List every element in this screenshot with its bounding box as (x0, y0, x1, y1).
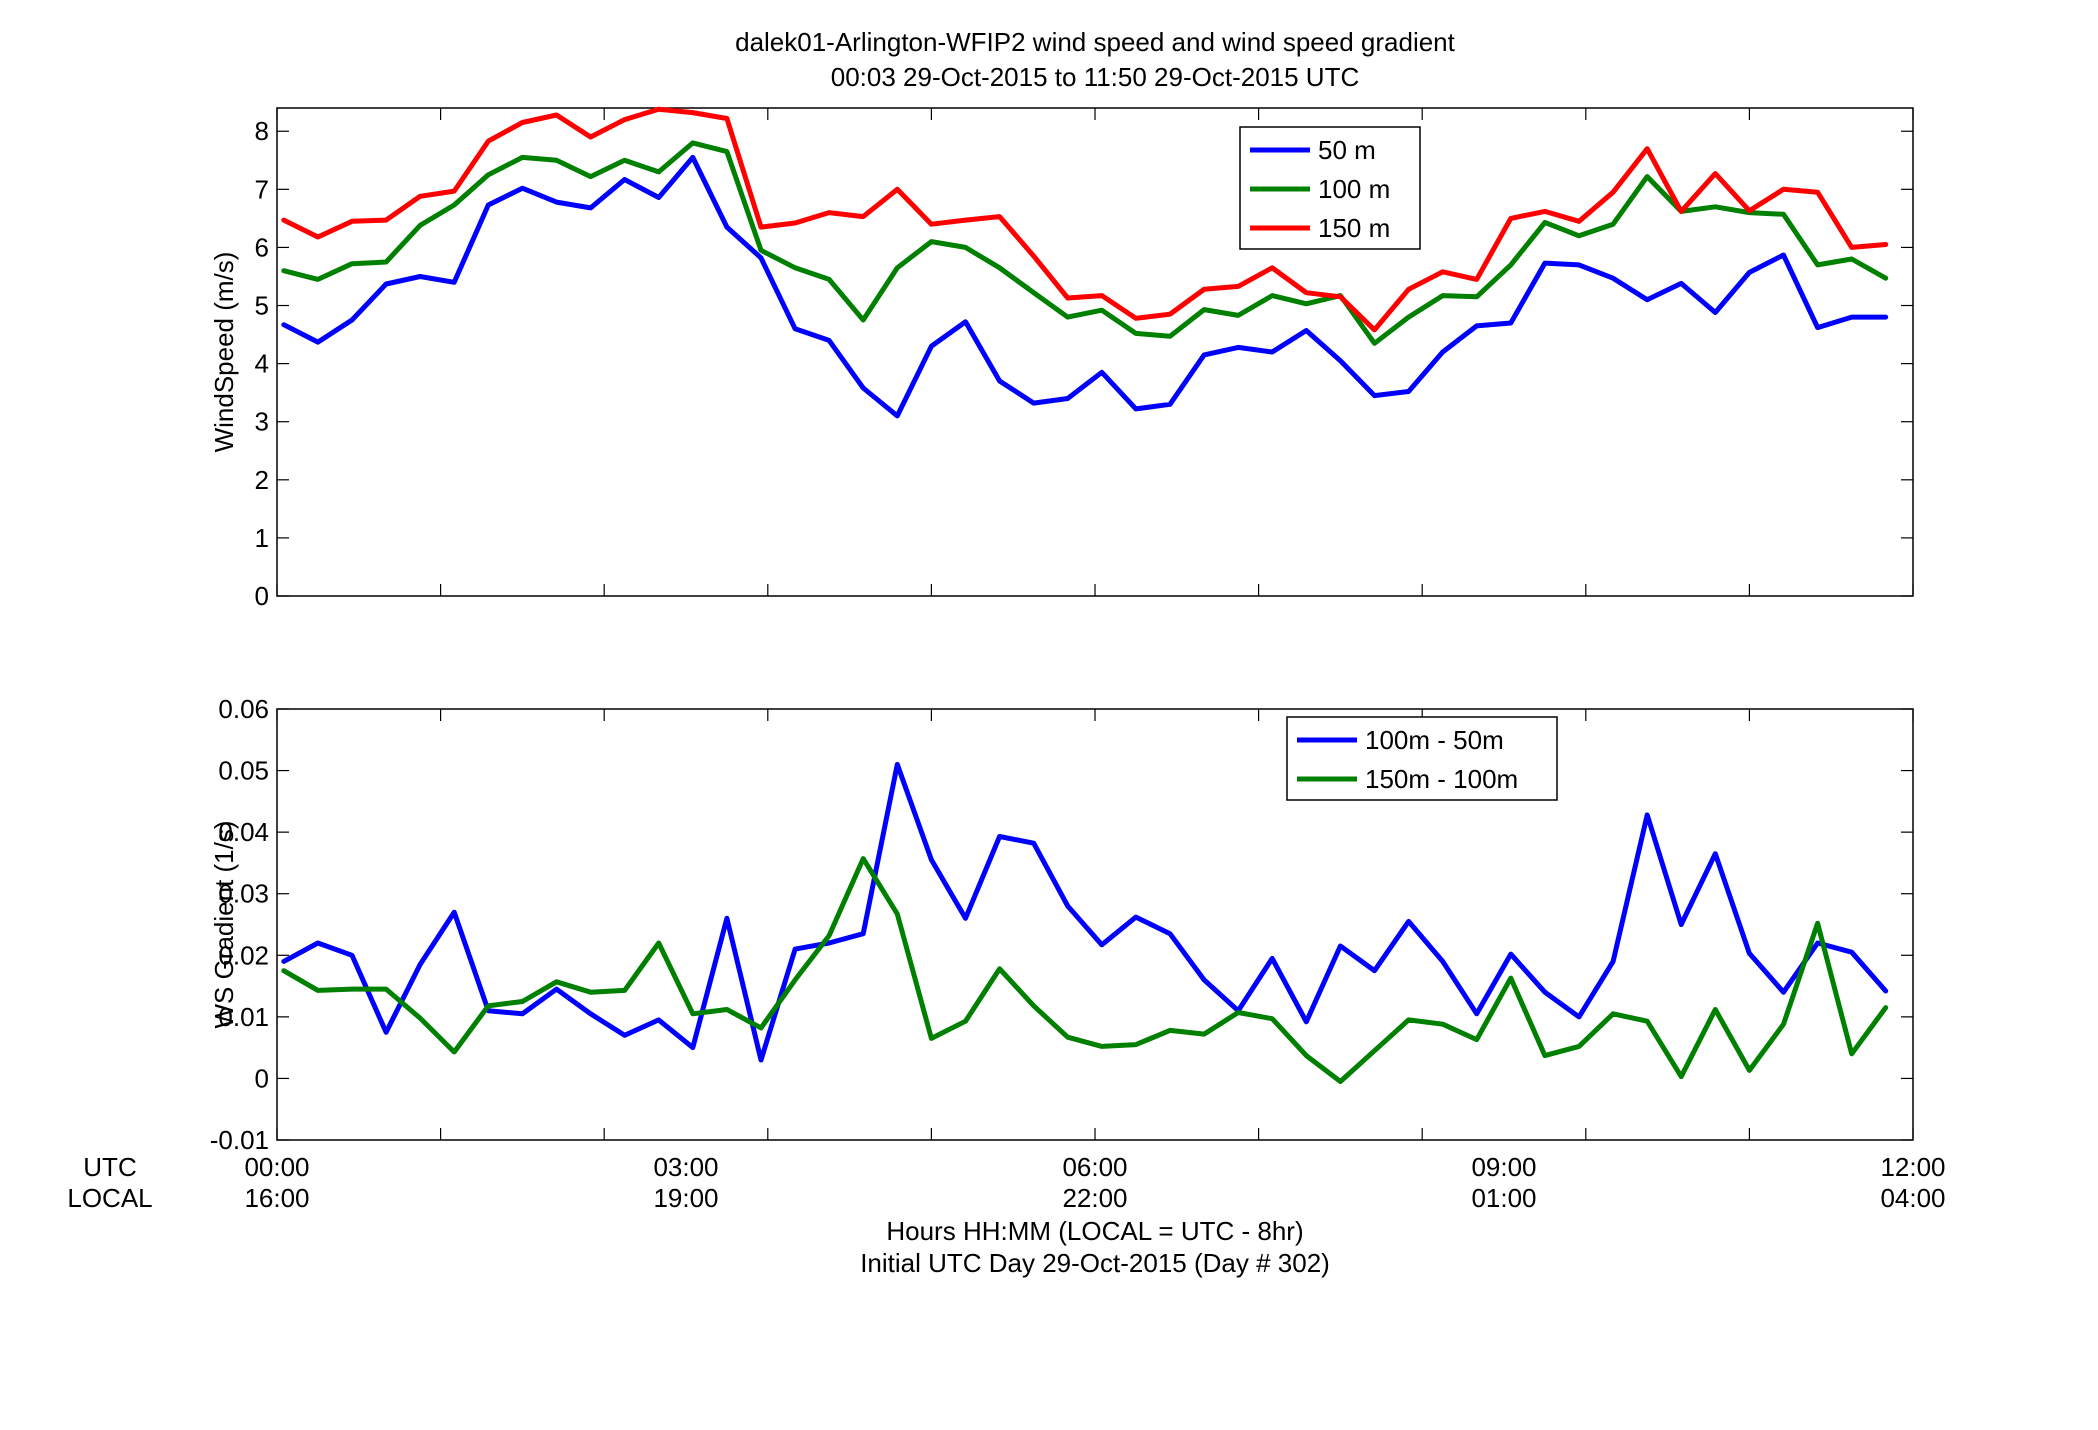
y-tick-label: 0.04 (218, 817, 269, 847)
legend: 50 m 100 m 150 m (1239, 126, 1421, 250)
y-tick-label: 0.06 (218, 694, 269, 724)
y-tick-label: 1 (255, 523, 269, 553)
y-tick-label: 0.05 (218, 756, 269, 786)
y-tick-label: 0 (255, 1063, 269, 1093)
y-tick-label: 7 (255, 174, 269, 204)
y-tick-label: 0.03 (218, 879, 269, 909)
local-row-label: LOCAL (67, 1183, 152, 1213)
y-axis-label: WindSpeed (m/s) (209, 252, 239, 453)
x-tick-label-utc: 09:00 (1471, 1152, 1536, 1182)
y-tick-label: 0 (255, 581, 269, 611)
utc-row-label: UTC (83, 1152, 136, 1182)
chart-title-line1: dalek01-Arlington-WFIP2 wind speed and w… (735, 27, 1456, 57)
x-axis-caption-2: Initial UTC Day 29-Oct-2015 (Day # 302) (860, 1248, 1330, 1278)
legend-label-50-m: 50 m (1318, 135, 1376, 165)
y-tick-label: 0.01 (218, 1002, 269, 1032)
y-tick-label: 6 (255, 232, 269, 262)
x-tick-label-utc: 03:00 (653, 1152, 718, 1182)
y-tick-label: 2 (255, 465, 269, 495)
x-axis-caption-1: Hours HH:MM (LOCAL = UTC - 8hr) (886, 1216, 1303, 1246)
series-line-50-m (281, 154, 1889, 419)
y-tick-label: 8 (255, 116, 269, 146)
legend-label-150-m: 150 m (1318, 213, 1390, 243)
y-tick-label: 3 (255, 407, 269, 437)
chart-title-line2: 00:03 29-Oct-2015 to 11:50 29-Oct-2015 U… (831, 62, 1359, 92)
gradient-panel: -0.01 0 0.01 0.02 0.03 0.04 0.05 0.06 WS Gradien… (209, 694, 1914, 1155)
y-tick-label: 0.02 (218, 940, 269, 970)
y-tick-label: 5 (255, 291, 269, 321)
x-tick-label-local: 22:00 (1062, 1183, 1127, 1213)
x-tick-label-local: 01:00 (1471, 1183, 1536, 1213)
legend-box (1286, 716, 1558, 801)
x-tick-label-local: 16:00 (244, 1183, 309, 1213)
x-tick-label-utc: 06:00 (1062, 1152, 1127, 1182)
x-tick-label-utc: 12:00 (1880, 1152, 1945, 1182)
series-line-100-m (281, 140, 1889, 346)
legend: 100m - 50m 150m - 100m (1286, 716, 1558, 801)
x-tick-label-local: 04:00 (1880, 1183, 1945, 1213)
axes-box (276, 708, 1914, 1141)
y-axis-label: WS Gradient (1/s) (209, 820, 239, 1028)
series-line-150-m (281, 106, 1889, 333)
y-tick-label: 4 (255, 349, 269, 379)
x-tick-label-utc: 00:00 (244, 1152, 309, 1182)
series-line-150m-100m (281, 856, 1889, 1084)
series-line-100m-50m (281, 761, 1889, 1063)
x-tick-label-local: 19:00 (653, 1183, 718, 1213)
legend-label-100m-50m: 100m - 50m (1365, 725, 1504, 755)
windspeed-panel: 0 1 2 3 4 5 6 7 8 WindSpeed (m/s) 50 m 100 m 150 m (209, 106, 1914, 611)
legend-label-100-m: 100 m (1318, 174, 1390, 204)
y-tick-label: -0.01 (210, 1125, 269, 1155)
legend-label-150m-100m: 150m - 100m (1365, 764, 1518, 794)
